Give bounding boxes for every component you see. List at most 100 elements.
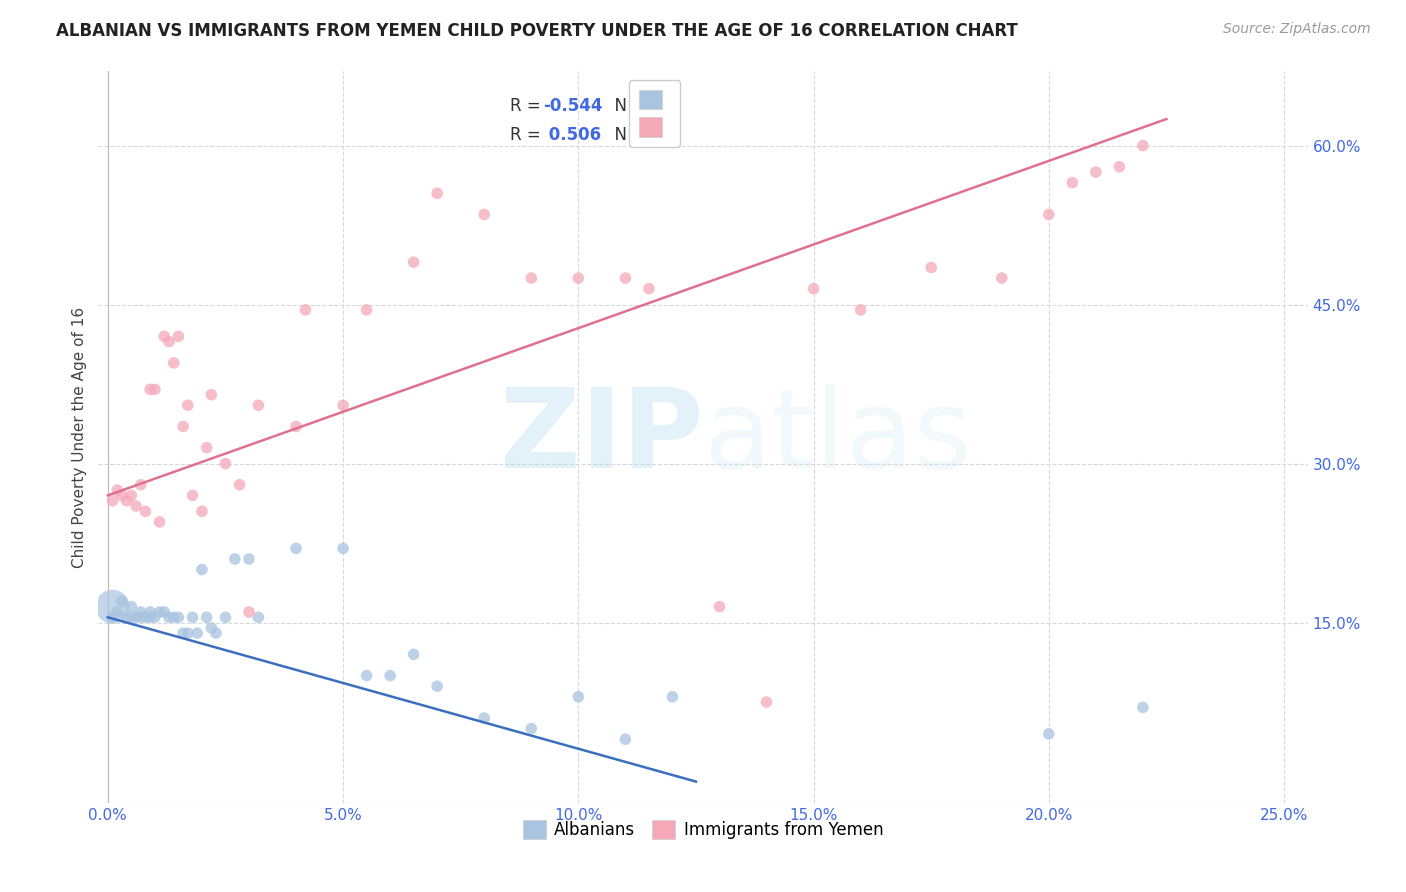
- Point: [163, 610, 186, 624]
- Point: [803, 282, 825, 296]
- Point: [125, 610, 148, 624]
- Point: [285, 541, 308, 556]
- Point: [224, 552, 246, 566]
- Text: 43: 43: [648, 97, 672, 115]
- Point: [120, 488, 142, 502]
- Point: [426, 679, 449, 693]
- Y-axis label: Child Poverty Under the Age of 16: Child Poverty Under the Age of 16: [72, 307, 87, 567]
- Point: [101, 493, 124, 508]
- Point: [167, 610, 190, 624]
- Point: [139, 610, 162, 624]
- Point: [214, 610, 236, 624]
- Point: [120, 610, 142, 624]
- Point: [129, 477, 152, 491]
- Point: [294, 302, 316, 317]
- Point: [105, 605, 128, 619]
- Point: [238, 552, 260, 566]
- Point: [177, 398, 200, 412]
- Point: [172, 626, 194, 640]
- Text: 47: 47: [648, 126, 672, 145]
- Point: [378, 668, 401, 682]
- Point: [149, 605, 172, 619]
- Point: [332, 541, 354, 556]
- Point: [111, 488, 134, 502]
- Text: atlas: atlas: [703, 384, 972, 491]
- Text: R =: R =: [509, 126, 546, 145]
- Point: [709, 599, 731, 614]
- Point: [195, 441, 218, 455]
- Point: [614, 271, 637, 285]
- Point: [157, 334, 180, 349]
- Legend: Albanians, Immigrants from Yemen: Albanians, Immigrants from Yemen: [516, 814, 890, 846]
- Point: [153, 329, 176, 343]
- Point: [167, 329, 190, 343]
- Point: [1038, 207, 1060, 221]
- Point: [247, 610, 270, 624]
- Point: [153, 605, 176, 619]
- Point: [614, 732, 637, 747]
- Point: [1084, 165, 1107, 179]
- Point: [195, 610, 218, 624]
- Point: [402, 648, 425, 662]
- Point: [143, 383, 166, 397]
- Point: [186, 626, 208, 640]
- Point: [134, 504, 156, 518]
- Text: R =: R =: [509, 97, 546, 115]
- Point: [111, 594, 134, 608]
- Point: [520, 271, 543, 285]
- Point: [849, 302, 872, 317]
- Text: 0.506: 0.506: [543, 126, 602, 145]
- Text: Source: ZipAtlas.com: Source: ZipAtlas.com: [1223, 22, 1371, 37]
- Point: [228, 477, 250, 491]
- Point: [332, 398, 354, 412]
- Text: -0.544: -0.544: [543, 97, 603, 115]
- Point: [115, 610, 138, 624]
- Point: [567, 690, 589, 704]
- Point: [426, 186, 449, 201]
- Text: N =: N =: [603, 97, 651, 115]
- Point: [238, 605, 260, 619]
- Point: [105, 483, 128, 497]
- Point: [1132, 138, 1154, 153]
- Point: [149, 515, 172, 529]
- Point: [157, 610, 180, 624]
- Point: [101, 599, 124, 614]
- Point: [638, 282, 661, 296]
- Point: [191, 504, 214, 518]
- Point: [125, 499, 148, 513]
- Point: [214, 457, 236, 471]
- Point: [472, 207, 495, 221]
- Point: [567, 271, 589, 285]
- Point: [163, 356, 186, 370]
- Point: [520, 722, 543, 736]
- Point: [191, 563, 214, 577]
- Point: [356, 668, 378, 682]
- Point: [285, 419, 308, 434]
- Point: [205, 626, 228, 640]
- Point: [247, 398, 270, 412]
- Text: N =: N =: [603, 126, 651, 145]
- Point: [120, 599, 142, 614]
- Point: [1062, 176, 1084, 190]
- Point: [134, 610, 156, 624]
- Point: [356, 302, 378, 317]
- Point: [143, 610, 166, 624]
- Point: [402, 255, 425, 269]
- Point: [172, 419, 194, 434]
- Point: [1108, 160, 1130, 174]
- Text: ALBANIAN VS IMMIGRANTS FROM YEMEN CHILD POVERTY UNDER THE AGE OF 16 CORRELATION : ALBANIAN VS IMMIGRANTS FROM YEMEN CHILD …: [56, 22, 1018, 40]
- Point: [177, 626, 200, 640]
- Point: [472, 711, 495, 725]
- Point: [129, 610, 152, 624]
- Point: [129, 605, 152, 619]
- Text: ZIP: ZIP: [499, 384, 703, 491]
- Point: [139, 605, 162, 619]
- Point: [755, 695, 778, 709]
- Point: [1132, 700, 1154, 714]
- Point: [1038, 727, 1060, 741]
- Point: [181, 610, 204, 624]
- Point: [181, 488, 204, 502]
- Point: [661, 690, 683, 704]
- Point: [920, 260, 942, 275]
- Point: [200, 387, 222, 401]
